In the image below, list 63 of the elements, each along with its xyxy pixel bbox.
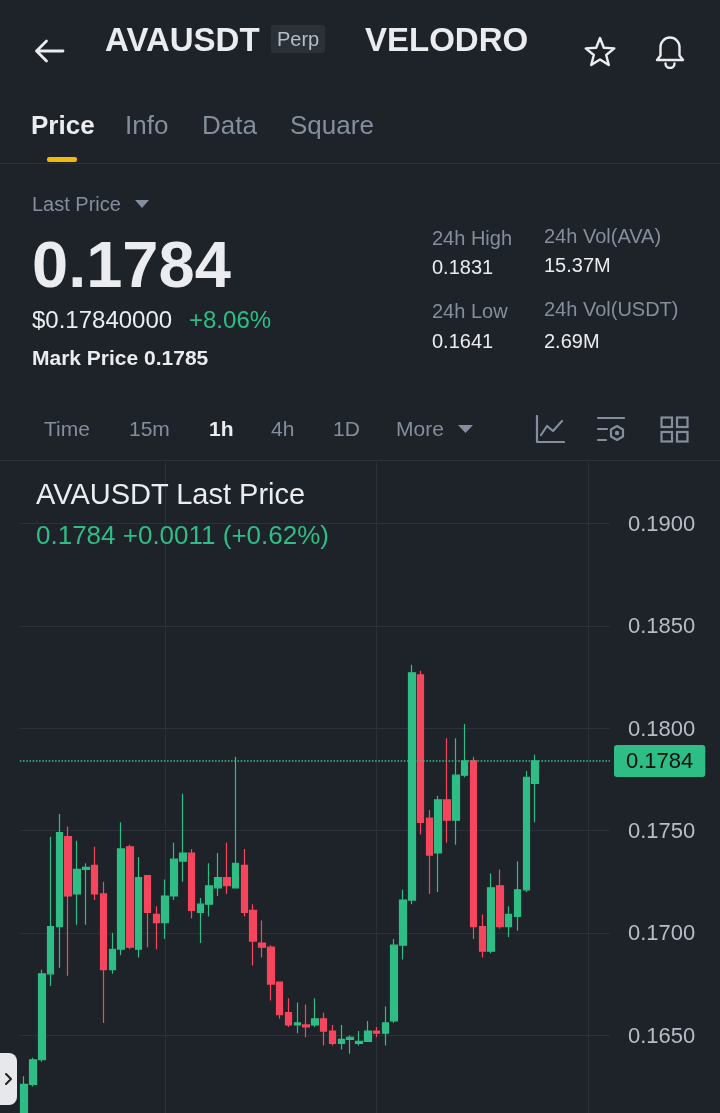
y-tick-label: 0.1900 (628, 510, 696, 536)
candlestick (187, 848, 196, 920)
text: 0.1831 (432, 256, 494, 279)
candlestick (63, 825, 73, 977)
text: 0.1784 +0.0011 (+0.62%) (36, 520, 329, 550)
text: AVAUSDT (105, 20, 260, 58)
text: AVAUSDT Last Price (36, 477, 306, 510)
candlestick (284, 997, 293, 1028)
text: 0.1641 (432, 330, 494, 353)
candlestick (134, 856, 143, 959)
candlestick (372, 1026, 381, 1038)
ref-line-label: 0.1784 (626, 748, 694, 774)
candlestick (222, 842, 232, 895)
text: Perp (271, 25, 326, 53)
y-tick-label: 0.1700 (628, 920, 696, 946)
y-tick-label: 0.1650 (628, 1022, 696, 1048)
y-tick-label: 0.1750 (628, 817, 696, 843)
text: Mark Price 0.1785 (32, 346, 209, 370)
candlestick (293, 1001, 302, 1034)
text: Price (31, 109, 95, 140)
candlestick (99, 881, 108, 1024)
text: 15.37M (544, 254, 611, 277)
candlestick (469, 756, 478, 940)
text: $0.17840000 (32, 305, 173, 333)
text: More (396, 417, 444, 441)
text: 24h Vol(AVA) (544, 225, 662, 248)
candlestick (301, 1003, 311, 1038)
text: VELODRO (365, 20, 529, 58)
candlestick (310, 997, 320, 1028)
text: 1h (209, 417, 234, 441)
candlestick (416, 670, 425, 836)
candlestick (125, 844, 135, 950)
text: Time (44, 417, 90, 441)
candlestick (504, 905, 513, 938)
candlestick (513, 860, 522, 932)
text: 2.69M (544, 330, 600, 353)
text: 24h Vol(USDT) (544, 298, 679, 321)
text: 24h Low (432, 300, 508, 323)
candlestick (442, 737, 452, 844)
text: Last Price (32, 193, 121, 216)
text: 24h High (432, 227, 513, 250)
text: Square (290, 109, 374, 140)
candlestick (319, 1012, 328, 1047)
candlestick (425, 809, 434, 895)
candlestick (495, 868, 505, 930)
text: Info (125, 109, 169, 140)
text: Data (202, 109, 257, 140)
candlestick (433, 795, 443, 893)
candlestick (90, 846, 99, 901)
candlestick (381, 1005, 390, 1047)
y-tick-label: 0.1800 (628, 715, 696, 741)
candlestick (328, 1024, 337, 1047)
text: 15m (129, 417, 170, 441)
text: 4h (271, 417, 295, 441)
text: 0.1784 (32, 227, 231, 301)
candlestick (478, 913, 487, 959)
candlestick (486, 872, 496, 954)
candlestick (143, 874, 152, 948)
candlestick (55, 813, 64, 969)
text: 1D (333, 417, 360, 441)
text: +8.06% (189, 305, 272, 333)
y-tick-label: 0.1850 (628, 613, 696, 639)
candlestick (152, 905, 161, 950)
